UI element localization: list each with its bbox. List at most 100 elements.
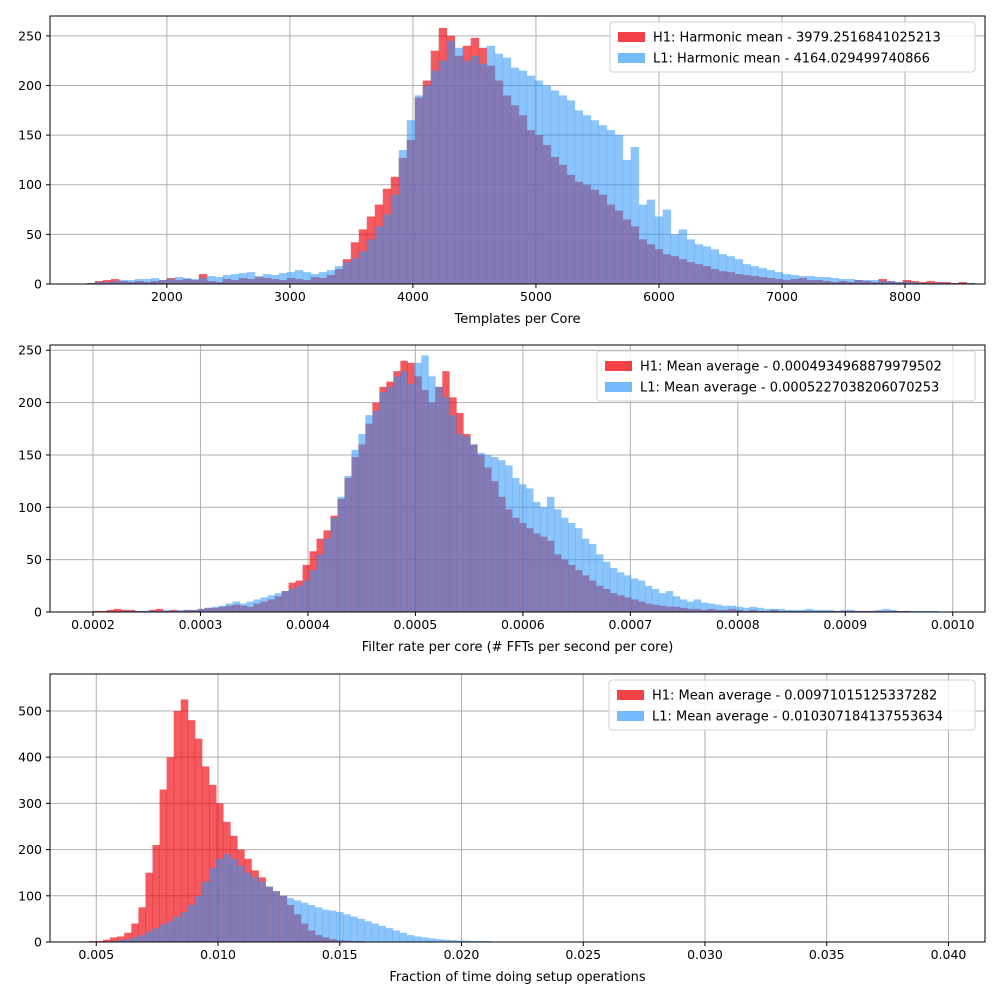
histogram-bar-l1 (750, 266, 760, 284)
y-tick-label: 250 (18, 28, 42, 43)
y-tick-label: 150 (18, 128, 42, 143)
histogram-bar-l1 (550, 90, 560, 284)
histogram-bar-l1 (658, 593, 667, 612)
histogram-bar-h1 (208, 784, 217, 942)
y-tick-label: 200 (18, 842, 42, 857)
legend-label-l1: L1: Mean average - 0.010307184137553634 (652, 710, 943, 725)
histogram-bar-l1 (270, 275, 280, 284)
histogram-bar-l1 (679, 599, 688, 612)
x-tick-label: 0.015 (322, 947, 358, 962)
legend-box (609, 21, 976, 73)
histogram-bar-l1 (798, 609, 806, 612)
histogram-bar-l1 (393, 376, 401, 612)
legend-box (596, 350, 976, 402)
histogram-bar-l1 (260, 597, 269, 612)
legend-swatch-l1 (605, 382, 632, 392)
histogram-bar-l1 (924, 610, 932, 612)
histogram-bar-l1 (540, 507, 548, 612)
histogram-bar-l1 (422, 85, 432, 285)
histogram-bar-l1 (749, 606, 758, 612)
histogram-bar-l1 (148, 610, 157, 612)
legend-label-h1: H1: Harmonic mean - 3979.2516841025213 (653, 31, 941, 46)
y-tick-label: 150 (18, 447, 42, 462)
histogram-bar-l1 (726, 256, 736, 284)
histogram-bar-l1 (134, 279, 144, 284)
histogram-bar-h1 (934, 282, 943, 284)
histogram-bar-l1 (407, 383, 415, 612)
histogram-bar-l1 (694, 244, 704, 284)
x-axis-label: Fraction of time doing setup operations (389, 970, 646, 985)
axes-frame (49, 344, 986, 613)
histogram-bar-l1 (830, 278, 839, 284)
x-tick-label: 0.025 (565, 947, 601, 962)
histogram-bar-l1 (316, 554, 324, 612)
histogram-bar-l1 (582, 115, 592, 284)
histogram-bar-l1 (812, 609, 820, 612)
histogram-bar-l1 (693, 599, 702, 612)
histogram-bar-l1 (254, 276, 264, 284)
histogram-bar-l1 (721, 605, 730, 612)
histogram-bar-l1 (598, 125, 608, 285)
x-axis-label: Filter rate per core (# FFTs per second … (362, 640, 674, 655)
histogram-bar-l1 (456, 434, 464, 612)
histogram-bar-l1 (126, 280, 136, 284)
y-tick-label: 200 (18, 395, 42, 410)
histogram-bar-l1 (398, 150, 408, 284)
histogram-bar-l1 (875, 609, 883, 612)
legend-swatch-h1 (617, 690, 644, 700)
histogram-bar-l1 (889, 609, 897, 612)
histogram-bar-l1 (526, 488, 534, 612)
histogram-bar-l1 (134, 610, 143, 612)
histogram-bar-l1 (194, 895, 203, 942)
histogram-bar-l1 (616, 572, 625, 612)
histogram-bar-l1 (281, 591, 289, 612)
histogram-bar-l1 (462, 60, 472, 284)
histogram-bar-l1 (714, 604, 723, 612)
x-tick-label: 0.0002 (71, 617, 115, 632)
histogram-bar-l1 (117, 940, 125, 942)
histogram-bar-l1 (302, 272, 312, 284)
x-tick-label: 0.0007 (608, 617, 652, 632)
x-tick-label: 8000 (889, 289, 921, 304)
histogram-bar-h1 (110, 937, 118, 942)
histogram-bar-l1 (442, 939, 450, 942)
x-tick-label: 3000 (274, 289, 306, 304)
histogram-bar-l1 (766, 270, 776, 284)
histogram-bar-h1 (106, 609, 115, 612)
histogram-bar-l1 (870, 280, 879, 284)
histogram-bar-l1 (166, 279, 176, 284)
histogram-bar-l1 (94, 282, 104, 284)
histogram-bar-l1 (166, 921, 175, 942)
histogram-bar-l1 (358, 251, 368, 284)
histogram-bar-l1 (882, 608, 890, 612)
histogram-bar-l1 (728, 605, 737, 612)
histogram-bar-l1 (519, 484, 527, 612)
histogram-bar-l1 (400, 371, 408, 612)
histogram-bar-l1 (484, 454, 492, 612)
histogram-bar-l1 (700, 602, 709, 612)
histogram-bar-l1 (784, 609, 792, 612)
histogram-bar-l1 (846, 279, 855, 284)
y-tick-label: 0 (34, 605, 42, 620)
histogram-bar-l1 (293, 900, 302, 942)
histogram-bar-l1 (622, 159, 632, 284)
histogram-bar-l1 (216, 858, 224, 942)
histogram-bar-h1 (159, 789, 168, 942)
histogram-bar-l1 (609, 568, 618, 612)
histogram-bar-h1 (103, 939, 111, 942)
legend-box (608, 679, 976, 731)
histogram-bar-l1 (237, 865, 245, 942)
histogram-bar-l1 (334, 266, 344, 284)
histogram-bar-l1 (343, 914, 351, 942)
histogram-bar-l1 (374, 226, 384, 284)
histogram-bar-l1 (110, 281, 120, 284)
histogram-bar-l1 (637, 580, 646, 612)
histogram-bar-l1 (566, 100, 576, 285)
histogram-bar-l1 (318, 272, 328, 284)
histogram-bar-l1 (742, 607, 751, 612)
histogram-bar-l1 (183, 609, 192, 612)
histogram-bar-l1 (279, 895, 288, 942)
histogram-bar-l1 (187, 905, 196, 942)
histogram-bar-h1 (926, 281, 935, 284)
legend: H1: Mean average - 0.0004934968879979502… (596, 350, 976, 402)
